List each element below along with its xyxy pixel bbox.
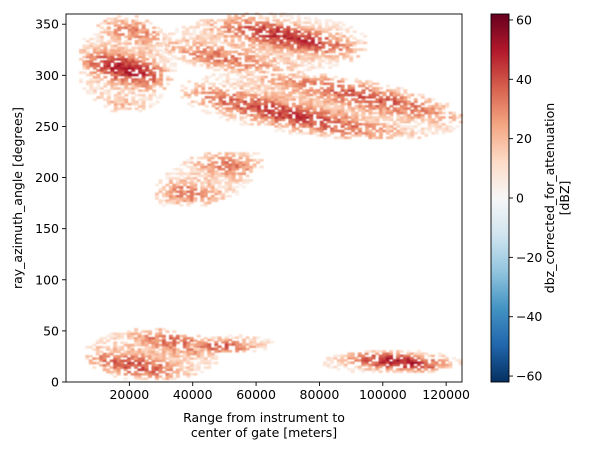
- y-axis: 0 50 100 150 200 250 300 350: [35, 17, 66, 390]
- colorbar-tick-label: 60: [516, 12, 532, 27]
- y-tick-label: 50: [43, 323, 59, 338]
- x-tick-label: 40000: [173, 387, 213, 402]
- y-tick-label: 100: [35, 272, 59, 287]
- plot-frame: [65, 13, 463, 383]
- colorbar: [490, 13, 510, 383]
- echo-region: [180, 73, 463, 140]
- colorbar-tick-label: −60: [516, 369, 542, 384]
- colorbar-label: dbz_corrected_for_attenuation[dBZ]: [542, 103, 572, 293]
- echo-region: [164, 12, 368, 74]
- colorbar-tick-label: −20: [516, 250, 542, 265]
- colorbar-tick-label: 0: [516, 191, 524, 206]
- echo-region: [85, 328, 219, 381]
- y-tick-label: 0: [51, 375, 59, 390]
- x-tick-label: 20000: [109, 387, 149, 402]
- y-axis-label: ray_azimuth_angle [degrees]: [10, 107, 25, 289]
- colorbar-tick-label: −40: [516, 309, 542, 324]
- x-tick-label: 120000: [422, 387, 470, 402]
- x-tick-label: 100000: [359, 387, 407, 402]
- colorbar-tick-label: 40: [516, 72, 532, 87]
- y-tick-label: 200: [35, 170, 59, 185]
- echo-region: [155, 152, 264, 207]
- x-axis: 20000 40000 60000 80000 100000 120000: [109, 382, 470, 402]
- x-tick-label: 60000: [236, 387, 276, 402]
- colorbar-tick-label: 20: [516, 131, 532, 146]
- echo-region: [79, 15, 177, 113]
- echo-region: [322, 350, 463, 373]
- y-tick-label: 350: [35, 17, 59, 32]
- x-tick-label: 80000: [300, 387, 340, 402]
- y-tick-label: 150: [35, 221, 59, 236]
- colorbar-axis: −60 −40 −20 0 20 40 60: [509, 12, 542, 384]
- y-tick-label: 250: [35, 119, 59, 134]
- y-tick-label: 300: [35, 68, 59, 83]
- x-axis-label: Range from instrument to center of gate […: [183, 410, 345, 440]
- heatmap-cells: [79, 12, 463, 381]
- echo-region: [189, 334, 274, 353]
